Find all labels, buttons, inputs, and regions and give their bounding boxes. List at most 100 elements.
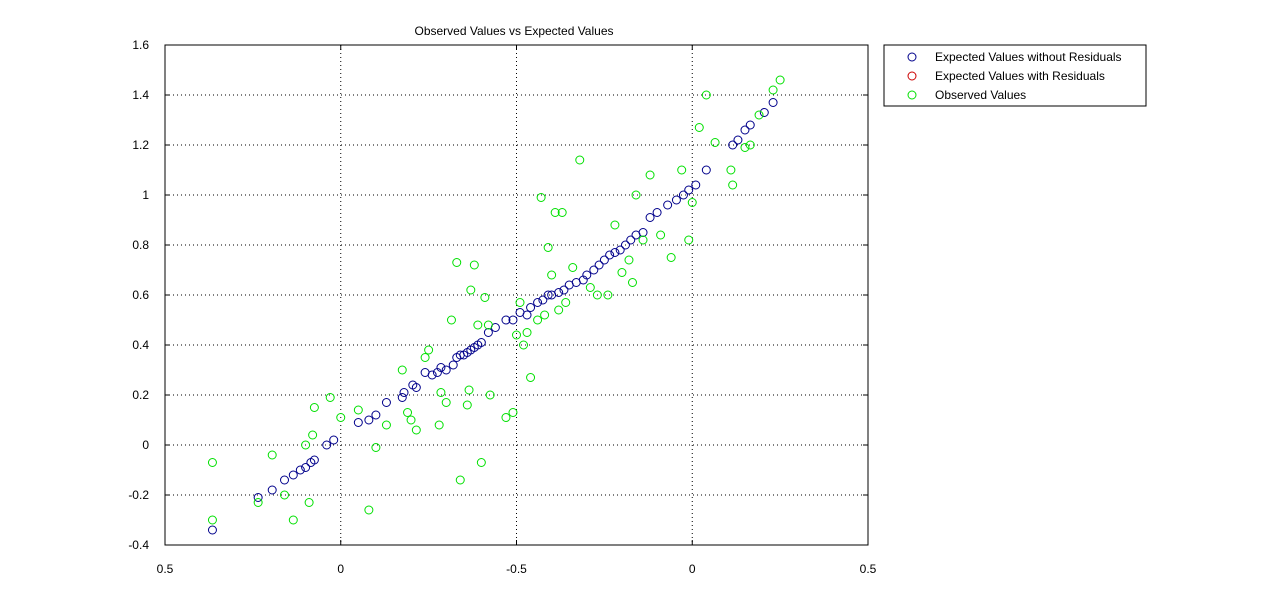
data-point: [687, 198, 697, 207]
data-point: [508, 408, 518, 417]
data-point: [615, 245, 625, 255]
data-point: [501, 315, 511, 325]
data-point: [371, 410, 381, 420]
data-point: [543, 290, 553, 300]
data-point: [308, 430, 318, 440]
data-point: [701, 165, 711, 175]
data-point: [617, 268, 627, 277]
data-point: [476, 458, 486, 467]
data-point: [603, 290, 613, 300]
data-point: [336, 413, 346, 422]
data-point: [420, 353, 430, 362]
data-point: [694, 123, 704, 132]
data-point: [592, 290, 602, 300]
data-point: [522, 310, 532, 320]
data-point: [754, 110, 764, 120]
data-point: [519, 340, 529, 350]
data-point: [554, 288, 564, 297]
data-point: [677, 165, 687, 175]
data-point: [434, 420, 444, 430]
x-tick-label: -0.5: [506, 562, 527, 576]
data-point: [728, 180, 738, 190]
data-point: [381, 420, 391, 430]
data-point: [728, 140, 738, 150]
data-point: [726, 165, 736, 175]
data-point: [559, 285, 569, 295]
data-point: [538, 295, 548, 305]
y-tick-label: 1.2: [132, 138, 149, 152]
series-0: [207, 98, 778, 535]
data-point: [253, 498, 263, 507]
y-tick-label: 0: [142, 438, 149, 452]
data-point: [684, 235, 694, 245]
data-point: [364, 415, 374, 425]
legend-marker: [907, 71, 917, 81]
data-point: [605, 250, 615, 260]
y-tick-label: -0.2: [128, 488, 149, 502]
data-point: [759, 108, 769, 117]
legend-label: Observed Values: [935, 88, 1026, 102]
legend-box: [883, 44, 1147, 107]
data-point: [267, 450, 277, 460]
data-point: [550, 208, 560, 217]
data-point: [536, 193, 546, 202]
data-point: [733, 135, 743, 145]
data-point: [501, 413, 511, 422]
data-point: [411, 383, 421, 392]
data-point: [568, 263, 578, 272]
data-point: [207, 515, 217, 525]
chart-title: Observed Values vs Expected Values: [415, 24, 614, 38]
x-tick-label: 0: [337, 562, 344, 576]
data-point: [645, 170, 655, 180]
data-point: [508, 315, 518, 325]
data-point: [582, 270, 592, 280]
y-tick-label: 0.4: [132, 338, 149, 352]
legend-item[interactable]: Expected Values without Residuals: [907, 50, 1122, 64]
grid: [165, 45, 868, 545]
data-point: [745, 140, 755, 150]
data-point: [462, 400, 472, 410]
y-axis-ticks: 1.6 1.4 1.2 1 0.8 0.6 0.4 0.2 0 -0.2 -0.4: [128, 38, 868, 552]
data-point: [547, 270, 557, 280]
data-point: [645, 213, 655, 222]
data-point: [466, 285, 476, 295]
data-point: [381, 398, 391, 407]
data-point: [775, 75, 785, 85]
data-point: [411, 425, 421, 435]
data-point: [710, 138, 720, 147]
data-point: [301, 463, 311, 472]
data-point: [253, 493, 263, 502]
data-point: [353, 418, 363, 427]
data-point: [589, 265, 599, 275]
legend-item[interactable]: Observed Values: [907, 88, 1026, 102]
data-point: [480, 293, 490, 302]
y-tick-label: 1: [142, 188, 149, 202]
y-tick-label: 1.6: [132, 38, 149, 52]
data-point: [533, 315, 543, 325]
legend[interactable]: Expected Values without Residuals Expecte…: [883, 44, 1147, 107]
data-point: [448, 360, 458, 370]
data-point: [526, 373, 536, 382]
data-point: [207, 458, 217, 467]
data-point: [701, 90, 711, 100]
data-point: [464, 385, 474, 395]
data-point: [455, 475, 465, 485]
data-points: [207, 75, 785, 535]
data-point: [364, 505, 374, 515]
x-tick-label: 0.5: [157, 562, 174, 576]
data-point: [575, 155, 585, 165]
data-point: [666, 253, 676, 262]
data-point: [424, 345, 434, 355]
data-point: [441, 398, 451, 407]
data-point: [533, 298, 543, 307]
legend-item[interactable]: Expected Values with Residuals: [907, 69, 1105, 83]
data-point: [610, 220, 620, 230]
data-point: [626, 235, 636, 245]
data-point: [322, 440, 332, 450]
data-point: [267, 485, 277, 495]
data-point: [397, 365, 407, 375]
data-point: [288, 470, 298, 480]
data-point: [406, 415, 416, 425]
data-point: [620, 240, 630, 250]
